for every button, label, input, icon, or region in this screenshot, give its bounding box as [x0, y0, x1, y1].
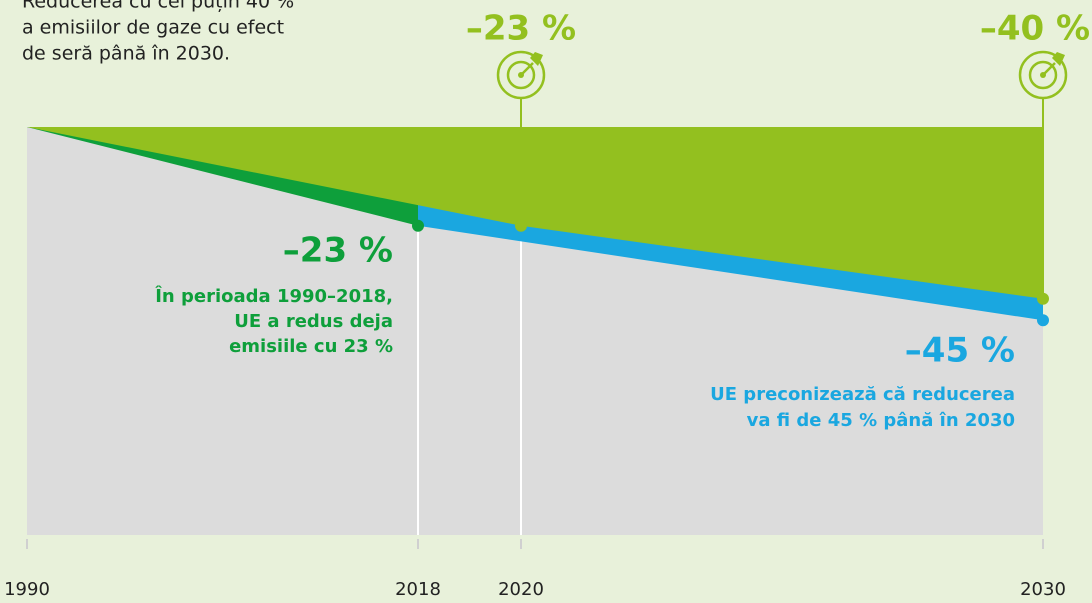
value-label: –23 % [466, 9, 576, 49]
x-tick-label: 2020 [498, 579, 544, 600]
annotation: În perioada 1990–2018, [155, 285, 393, 307]
x-tick-label: 2030 [1020, 579, 1066, 600]
icon-feather [530, 52, 543, 66]
x-tick-label: 1990 [4, 579, 50, 600]
icon-arrow [520, 62, 534, 76]
icon-ring [506, 60, 536, 90]
annotation: de seră până în 2030. [22, 43, 230, 65]
value-label: –40 % [980, 9, 1090, 49]
icon-ring [496, 50, 546, 100]
data-point [1037, 314, 1049, 327]
annotation: UE preconizează că reducerea [710, 384, 1015, 405]
annotation: va fi de 45 % până în 2030 [747, 410, 1015, 431]
data-point [412, 219, 424, 232]
icon-feather [1052, 52, 1065, 66]
icon-arrow [1042, 62, 1056, 76]
annotation: Reducerea cu cel puțin 40 % [22, 0, 294, 13]
icon-ring [1028, 60, 1058, 90]
target-area [27, 127, 1043, 299]
annotation: UE a redus deja [234, 311, 393, 332]
value-label: –23 % [283, 231, 393, 271]
value-label: –45 % [905, 331, 1015, 371]
data-point [1037, 292, 1049, 305]
target-icon [1018, 50, 1068, 100]
annotation: a emisiilor de gaze cu efect [22, 17, 284, 39]
data-point [515, 219, 527, 232]
target-icon [496, 50, 546, 100]
icon-ring [1018, 50, 1068, 100]
annotation: emisiile cu 23 % [229, 336, 393, 357]
x-tick-label: 2018 [395, 579, 441, 600]
